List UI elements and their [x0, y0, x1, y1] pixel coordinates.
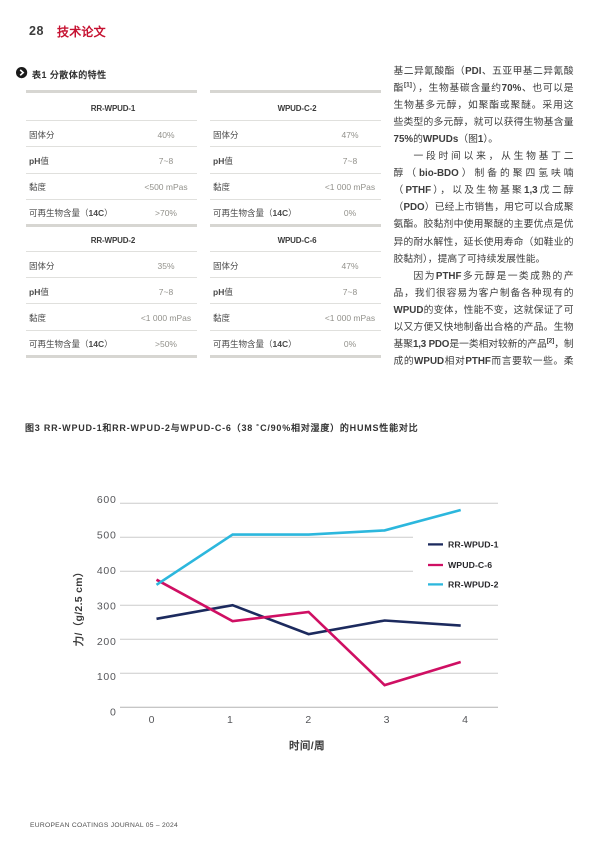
svg-text:500: 500 [97, 529, 117, 541]
svg-text:400: 400 [97, 565, 117, 577]
svg-text:300: 300 [97, 600, 117, 612]
svg-text:RR-WPUD-1: RR-WPUD-1 [448, 540, 499, 550]
svg-text:1: 1 [227, 714, 233, 726]
svg-text:RR-WPUD-2: RR-WPUD-2 [448, 580, 499, 590]
svg-text:0: 0 [110, 707, 117, 719]
svg-text:4: 4 [462, 714, 468, 726]
svg-text:力/（g/2.5 cm）: 力/（g/2.5 cm） [72, 566, 85, 646]
svg-text:600: 600 [97, 494, 117, 506]
svg-text:200: 200 [97, 636, 117, 648]
svg-text:2: 2 [305, 714, 311, 726]
svg-text:100: 100 [97, 671, 117, 683]
svg-text:0: 0 [149, 714, 155, 726]
svg-text:WPUD-C-6: WPUD-C-6 [448, 560, 492, 570]
svg-text:3: 3 [384, 714, 390, 726]
svg-text:时间/周: 时间/周 [289, 739, 325, 752]
